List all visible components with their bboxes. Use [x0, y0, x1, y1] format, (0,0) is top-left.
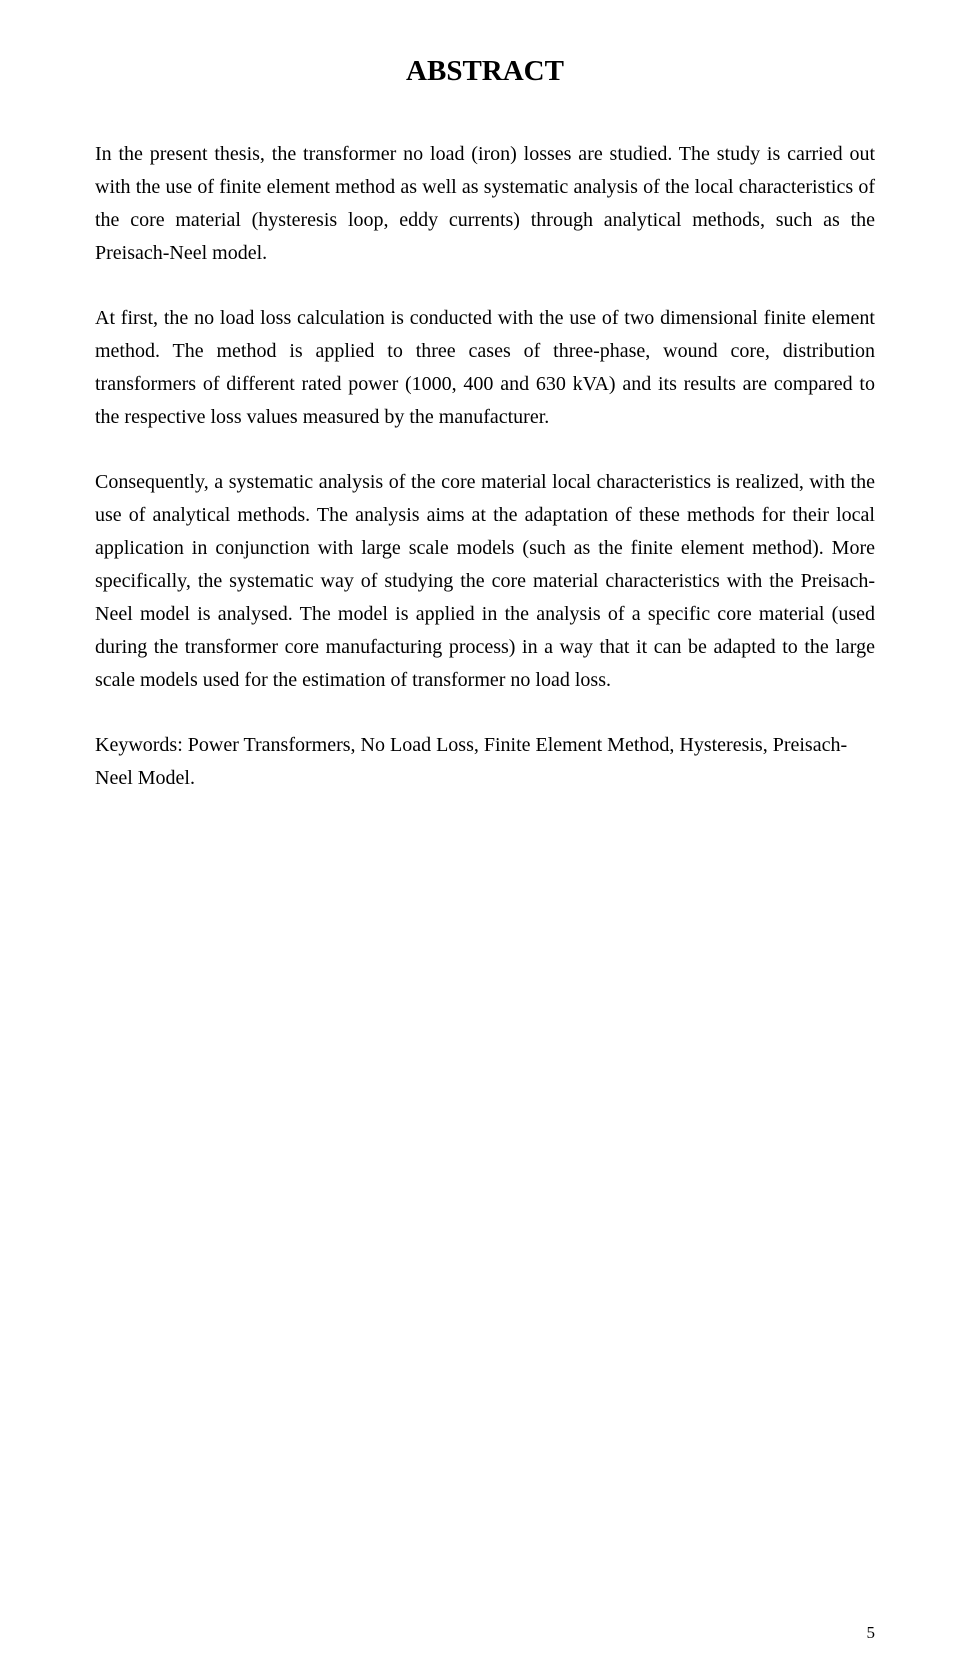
keywords: Keywords: Power Transformers, No Load Lo… [95, 729, 875, 795]
page-number: 5 [867, 1623, 876, 1643]
paragraph-2: At first, the no load loss calculation i… [95, 302, 875, 434]
paragraph-3: Consequently, a systematic analysis of t… [95, 466, 875, 697]
paragraph-1: In the present thesis, the transformer n… [95, 138, 875, 270]
abstract-title: ABSTRACT [95, 55, 875, 88]
